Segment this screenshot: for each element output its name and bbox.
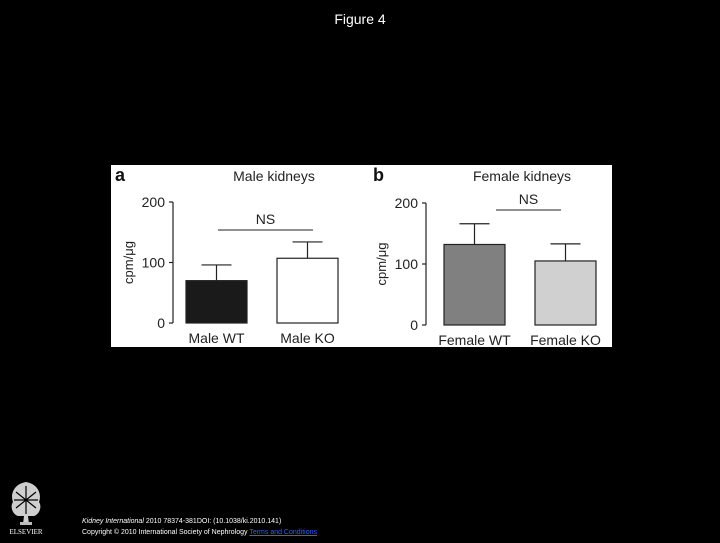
significance-label: NS (519, 191, 538, 207)
terms-link[interactable]: Terms and Conditions (249, 529, 318, 536)
bar (534, 260, 597, 326)
citation-journal: Kidney International (82, 518, 144, 525)
x-tick-label: Female KO (530, 332, 601, 347)
y-axis-label: cpm/μg (374, 243, 389, 286)
y-tick-label: 100 (395, 256, 419, 272)
x-tick-label: Female WT (438, 332, 511, 347)
figure-title: Figure 4 (334, 11, 386, 27)
citation-ref: 2010 78374-381DOI: (10.1038/ki.2010.141) (143, 518, 282, 525)
significance-label: NS (256, 211, 275, 227)
elsevier-tree-logo-icon: ELSEVIER (6, 478, 46, 538)
bar (185, 280, 248, 324)
elsevier-logo-text: ELSEVIER (9, 528, 42, 536)
elsevier-logo: ELSEVIER (6, 478, 46, 538)
citation-line-2: Copyright © 2010 International Society o… (82, 527, 317, 538)
y-tick-label: 200 (142, 194, 166, 210)
y-tick-label: 200 (395, 195, 419, 211)
panel-label: b (373, 165, 384, 185)
y-axis-label: cpm/μg (121, 241, 136, 284)
x-tick-label: Male KO (280, 330, 335, 346)
bar (443, 243, 506, 326)
y-tick-label: 0 (410, 317, 418, 333)
y-tick-label: 100 (142, 255, 166, 271)
bar-charts: a Male kidneys 0 100 200 cpm/μg Male WT Male KO… (115, 165, 601, 347)
citation: Kidney International 2010 78374-381DOI: … (82, 516, 317, 538)
x-tick-label: Male WT (189, 330, 245, 346)
chart-title: Male kidneys (233, 168, 315, 184)
chart-title: Female kidneys (473, 168, 571, 184)
citation-copyright: Copyright © 2010 International Society o… (82, 529, 248, 536)
bar (276, 257, 339, 324)
y-tick-label: 0 (157, 315, 165, 331)
citation-line-1: Kidney International 2010 78374-381DOI: … (82, 516, 317, 527)
panel-label: a (115, 165, 126, 185)
figure-image: a Male kidneys 0 100 200 cpm/μg Male WT Male KO… (111, 165, 612, 347)
